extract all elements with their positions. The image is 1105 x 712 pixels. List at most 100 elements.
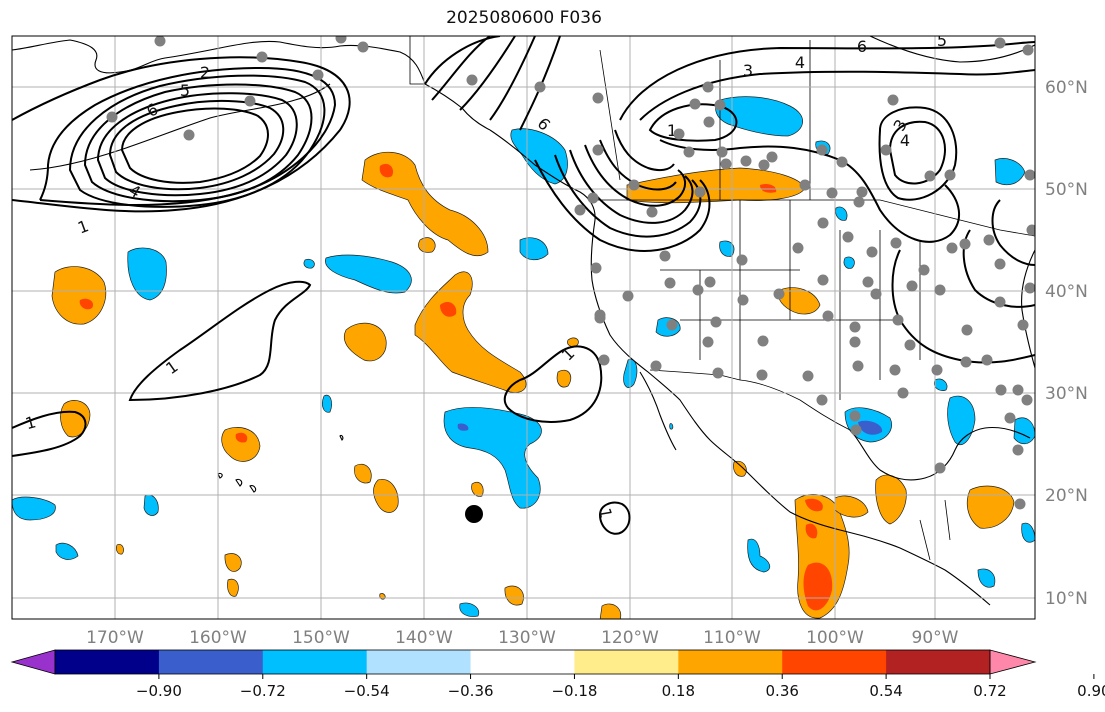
station-dot: [892, 314, 904, 326]
station-dot: [694, 186, 706, 198]
station-dot: [849, 336, 861, 348]
station-dot: [981, 354, 993, 366]
station-dot: [650, 360, 662, 372]
station-dot: [934, 462, 946, 474]
contour-line: [12, 410, 87, 457]
station-dot: [826, 187, 838, 199]
station-dot: [849, 321, 861, 333]
contour-label: 4: [795, 53, 805, 72]
station-dot: [716, 146, 728, 158]
anomaly-region: [934, 378, 948, 391]
colorbar-frame: [54, 649, 991, 675]
anomaly-region: [626, 167, 806, 204]
colorbar-tick-label: −0.54: [344, 682, 390, 700]
station-dot: [1021, 394, 1033, 406]
station-dot: [995, 384, 1007, 396]
latitude-tick-label: 60°N: [1045, 78, 1088, 98]
station-dot: [666, 319, 678, 331]
contour-line: [83, 83, 313, 203]
contour-line: [891, 249, 1035, 364]
station-dot: [154, 36, 166, 47]
latitude-tick-label: 10°N: [1045, 589, 1088, 609]
latitude-tick-label: 30°N: [1045, 384, 1088, 404]
anomaly-region: [457, 423, 469, 431]
colorbar-tick-label: 0.18: [662, 682, 695, 700]
station-dot: [887, 94, 899, 106]
longitude-tick-label: 170°W: [86, 628, 144, 648]
contour-line: [619, 41, 1035, 121]
contour-line: [554, 154, 702, 238]
station-dot: [592, 144, 604, 156]
anomaly-region: [843, 256, 855, 269]
station-dot: [737, 294, 749, 306]
anomaly-region: [947, 395, 976, 446]
contour-line: [598, 501, 631, 535]
contour-line: [888, 120, 946, 185]
border-canada-us: [595, 199, 1035, 237]
station-dot: [1024, 169, 1035, 181]
contour-line: [639, 69, 1035, 121]
station-dot: [817, 217, 829, 229]
station-markers: [106, 36, 1035, 510]
contour-line: [659, 139, 960, 243]
station-dot: [1014, 498, 1026, 510]
longitude-tick-label: 110°W: [703, 628, 761, 648]
anomaly-region: [79, 298, 94, 310]
station-dot: [756, 369, 768, 381]
station-dot: [817, 274, 829, 286]
station-dot: [890, 237, 902, 249]
anomaly-region: [354, 463, 372, 484]
station-dot: [994, 258, 1006, 270]
contour-label: 1: [162, 357, 181, 378]
latitude-tick-label: 40°N: [1045, 282, 1088, 302]
contour-label: 1: [23, 412, 38, 433]
contour-label: 5: [937, 31, 947, 50]
colorbar-tick-label: 0.54: [869, 682, 902, 700]
station-dot: [664, 277, 676, 289]
coastlines: [12, 36, 1035, 606]
station-dot: [904, 339, 916, 351]
anomaly-region: [805, 498, 823, 512]
contour-line: [96, 92, 298, 197]
contour-line: [459, 36, 516, 111]
station-dot: [1012, 384, 1024, 396]
anomaly-region: [221, 427, 261, 462]
contour-line: [431, 36, 491, 101]
station-dot: [856, 186, 868, 198]
positive-anomaly-regions: [51, 152, 1015, 619]
station-dot: [924, 170, 936, 182]
station-dot: [983, 234, 995, 246]
contour-line: [991, 199, 1035, 266]
colorbar-tick-label: 0.72: [973, 682, 1006, 700]
station-dot: [850, 424, 862, 436]
border-us-mexico: [649, 369, 851, 431]
political-borders: [409, 36, 1035, 561]
state-borders: [660, 200, 921, 400]
anomaly-region: [778, 287, 821, 315]
station-dot: [799, 179, 811, 191]
anomaly-region: [143, 494, 159, 516]
station-dot: [849, 410, 861, 422]
contour-line: [569, 149, 694, 224]
contour-label: 3: [743, 61, 753, 80]
contour-line: [489, 36, 536, 121]
anomaly-region: [519, 237, 549, 261]
latitude-axis: 60°N 50°N 40°N 30°N 20°N 10°N: [1045, 78, 1088, 609]
station-dot: [836, 156, 848, 168]
station-dot: [598, 354, 610, 366]
contour-line: [534, 159, 711, 252]
station-dot: [816, 144, 828, 156]
station-dot: [994, 37, 1006, 49]
anomaly-region: [414, 271, 527, 393]
anomaly-region: [669, 423, 674, 430]
strong-negative-regions: [457, 420, 883, 435]
station-dot: [702, 336, 714, 348]
coastline-east: [1021, 249, 1035, 369]
station-dot: [906, 280, 918, 292]
anomaly-region: [55, 542, 79, 560]
contour-label: 4: [900, 131, 910, 150]
station-dot: [944, 169, 956, 181]
station-dot: [683, 146, 695, 158]
anomaly-region: [760, 183, 777, 193]
station-dot: [880, 144, 892, 156]
